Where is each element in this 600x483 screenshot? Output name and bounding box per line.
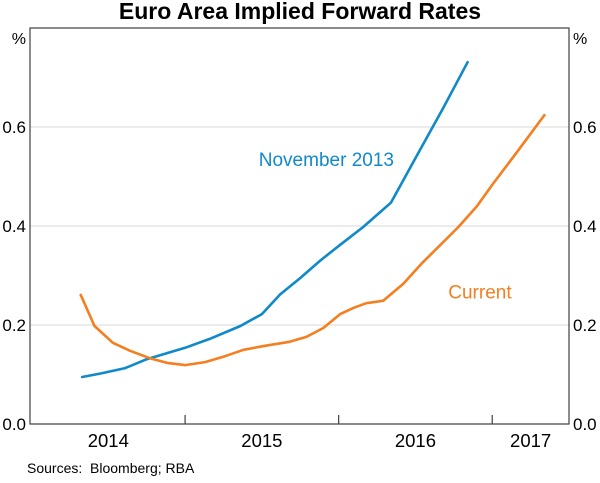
- y-axis-label-left: 0.0: [2, 415, 26, 434]
- y-axis-label-left: 0.6: [2, 118, 26, 137]
- y-axis-label-left: 0.4: [2, 217, 26, 236]
- sources-note: Sources: Bloomberg; RBA: [27, 460, 195, 476]
- y-axis-label-right: 0.0: [573, 415, 597, 434]
- x-axis-year-label: 2016: [395, 430, 436, 451]
- series-line-november-2013: [80, 60, 469, 379]
- chart-title: Euro Area Implied Forward Rates: [118, 0, 482, 24]
- x-axis-year-label: 2017: [510, 430, 551, 451]
- unit-label-right: %: [573, 31, 587, 48]
- y-axis-label-right: 0.4: [573, 217, 597, 236]
- y-axis-label-right: 0.6: [573, 118, 597, 137]
- x-axis-year-label: 2015: [241, 430, 282, 451]
- y-axis-label-left: 0.2: [2, 316, 26, 335]
- unit-label-left: %: [12, 31, 26, 48]
- series-line-current: [79, 113, 546, 367]
- series-label: November 2013: [259, 150, 394, 171]
- x-axis-year-label: 2014: [88, 430, 129, 451]
- plot-frame: [29, 27, 570, 425]
- series-label: Current: [448, 282, 512, 303]
- y-axis-label-right: 0.2: [573, 316, 597, 335]
